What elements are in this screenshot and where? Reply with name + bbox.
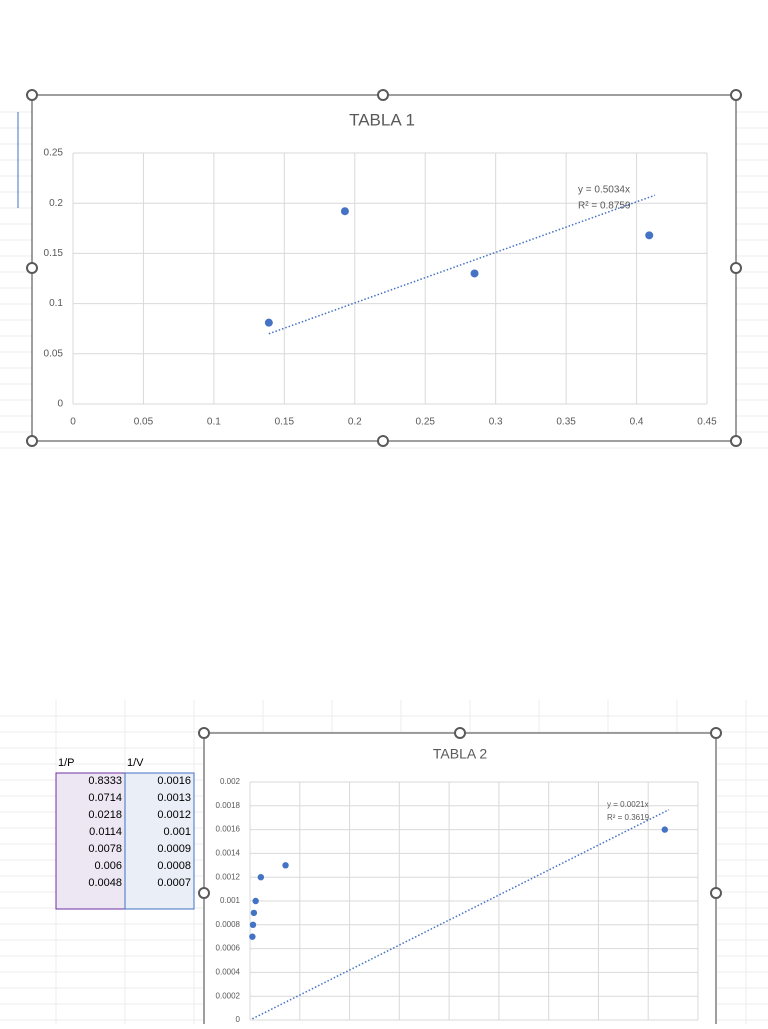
y-tick-label: 0.15 [44,248,64,259]
resize-handle [198,887,210,899]
table-cell: 0.0016 [157,775,191,787]
x-tick-label: 0.3 [489,417,503,428]
x-tick-label: 0.2 [348,417,362,428]
y-tick-label: 0.0004 [216,968,241,977]
point [264,318,273,327]
point [250,909,258,917]
table-header: 1/P [58,757,75,769]
table-cell: 0.0114 [89,826,122,838]
x-tick-label: 0.05 [134,417,154,428]
y-tick-label: 0 [236,1015,241,1024]
trendline [252,809,670,1020]
y-tick-label: 0.0006 [216,944,241,953]
chart-title: TABLA 2 [433,746,487,762]
x-tick-label: 0.4 [630,417,644,428]
y-tick-label: 0.1 [49,298,63,309]
x-tick-label: 0.15 [275,417,295,428]
table-header: 1/V [127,757,144,769]
chart-title: TABLA 1 [349,110,415,129]
x-tick-label: 0 [70,417,76,428]
table-cell: 0.0714 [88,792,122,804]
trendline-r-squared: R² = 0.8759 [578,201,631,212]
y-tick-label: 0.2 [49,198,63,209]
table-cell: 0.001 [163,826,191,838]
table-cell: 0.0078 [88,843,122,855]
resize-handle [377,435,389,447]
point [252,897,259,905]
table-cell: 0.0048 [88,877,122,889]
resize-handle [377,89,389,101]
chart-frame[interactable] [203,732,717,1029]
x-tick-label: 0.35 [556,417,576,428]
y-tick-label: 0.002 [220,777,241,786]
trendline-equation: y = 0.0021x [607,800,649,809]
table-cell: 0.0218 [88,809,122,821]
point [340,207,349,216]
resize-handle [730,262,742,274]
y-tick-label: 0.0018 [216,801,241,810]
resize-handle [454,727,466,739]
point [282,862,289,869]
point [645,231,654,240]
point [470,269,479,278]
resize-handles [26,89,742,899]
y-tick-label: 0.0014 [216,849,241,858]
table-cell: 0.006 [94,860,122,872]
point [257,874,265,881]
table-cell: 0.0013 [157,792,191,804]
table-cell: 0.0008 [157,860,191,872]
y-tick-label: 0.0012 [216,872,241,881]
point [249,933,256,940]
y-tick-label: 0 [57,399,63,410]
table-cell: 0.0009 [157,843,191,855]
resize-handle [26,435,38,447]
trendline-equation: y = 0.5034x [578,185,630,196]
x-tick-label: 0.1 [207,417,221,428]
y-tick-label: 0.001 [220,896,241,905]
resize-handle [730,89,742,101]
table-cell: 0.0007 [157,877,191,889]
resize-handle [26,89,38,101]
resize-handle [710,887,722,899]
y-tick-label: 0.25 [44,148,64,159]
resize-handle [198,727,210,739]
x-tick-label: 0.25 [415,417,435,428]
table-range-v[interactable] [124,772,195,910]
y-tick-label: 0.0016 [216,825,241,834]
table-cell: 0.8333 [88,775,122,787]
y-tick-label: 0.0002 [216,991,241,1000]
x-tick-label: 0.45 [697,417,717,428]
table-cell: 0.0012 [157,809,191,821]
resize-handle [26,262,38,274]
y-tick-label: 0.0008 [216,920,241,929]
resize-handle [730,435,742,447]
chart-frame[interactable] [31,94,737,442]
trendline-r-squared: R² = 0.3619 [607,813,650,822]
y-tick-label: 0.05 [44,348,64,359]
point [661,826,668,833]
table-range-p[interactable] [55,772,126,910]
point [249,921,257,928]
resize-handle [710,727,722,739]
